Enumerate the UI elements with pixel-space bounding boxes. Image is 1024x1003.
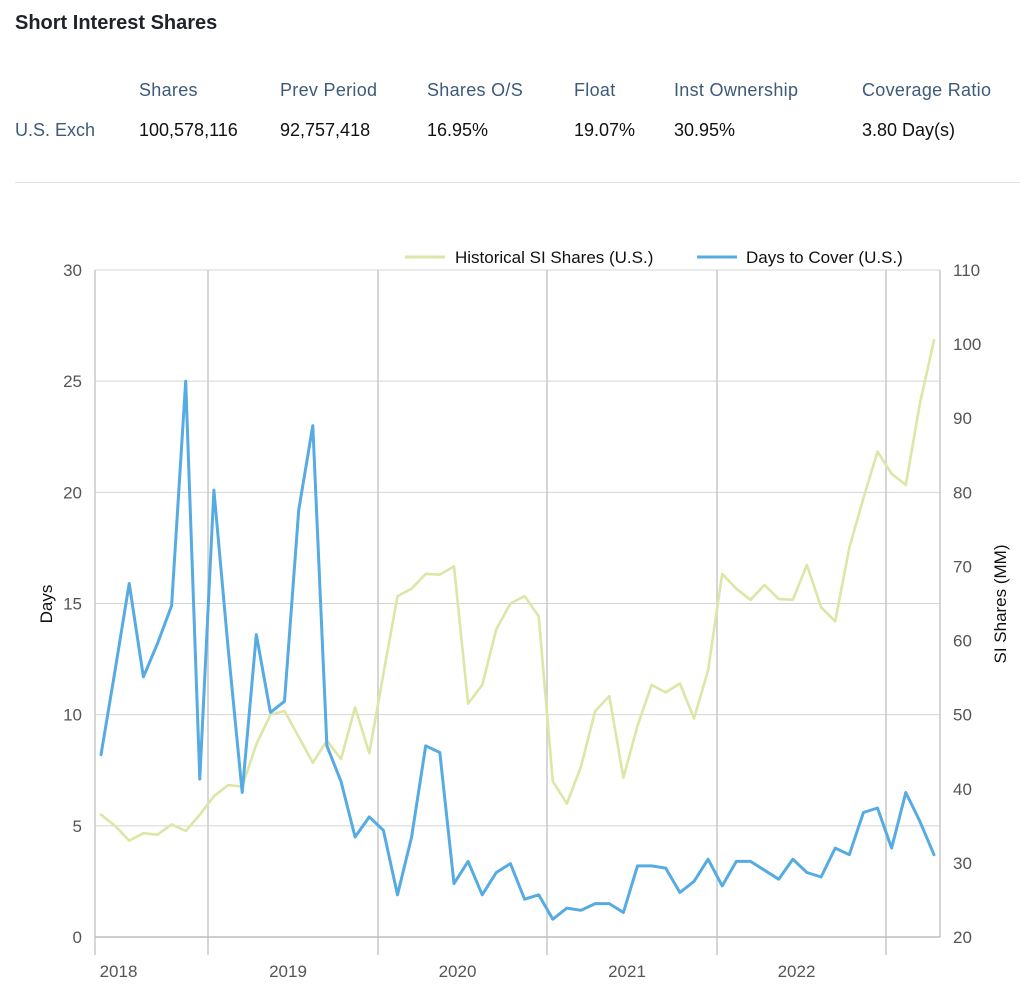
right-tick-label: 100	[953, 335, 981, 354]
chart-axes: 0 5 10 15 20 25 30 20 30 40 50 60 70 80 90 100 110 2018 20…	[63, 261, 981, 981]
col-header-inst-ownership: Inst Ownership	[674, 80, 799, 100]
left-tick-label: 20	[63, 483, 82, 502]
x-tick-label: 2022	[778, 962, 816, 981]
x-tick-label: 2019	[269, 962, 307, 981]
col-header-float: Float	[574, 80, 616, 100]
right-tick-label: 50	[953, 706, 972, 725]
chart-series	[99, 339, 936, 921]
x-tick-label: 2018	[100, 962, 138, 981]
left-tick-label: 15	[63, 595, 82, 614]
value-coverage-ratio: 3.80 Day(s)	[862, 120, 956, 140]
left-tick-label: 10	[63, 706, 82, 725]
section-title: Short Interest Shares	[15, 12, 218, 34]
left-tick-label: 30	[63, 261, 82, 280]
value-inst-ownership: 30.95%	[674, 120, 736, 140]
legend-historical-si-shares-label: Historical SI Shares (U.S.)	[455, 248, 653, 267]
left-tick-label: 25	[63, 372, 82, 391]
right-tick-label: 70	[953, 557, 972, 576]
short-interest-chart: 0 5 10 15 20 25 30 20 30 40 50 60 70 80 90 100 110 2018 20…	[37, 248, 1010, 981]
value-shares: 100,578,116	[139, 120, 238, 140]
row-label-exchange: U.S. Exch	[15, 120, 96, 140]
divider	[15, 182, 1020, 183]
right-tick-label: 80	[953, 483, 972, 502]
right-tick-label: 20	[953, 928, 972, 947]
right-tick-label: 90	[953, 409, 972, 428]
left-tick-label: 0	[73, 928, 82, 947]
short-interest-stats: Short Interest Shares Shares Prev Period…	[0, 0, 1024, 160]
right-tick-label: 30	[953, 854, 972, 873]
left-axis-label: Days	[37, 585, 56, 624]
legend-days-to-cover-label: Days to Cover (U.S.)	[746, 248, 903, 267]
value-shares-os: 16.95%	[427, 120, 489, 140]
x-tick-label: 2020	[439, 962, 477, 981]
series-line-days-to-cover	[99, 379, 936, 921]
chart-grid	[94, 269, 941, 955]
col-header-shares: Shares	[139, 80, 198, 100]
right-tick-label: 60	[953, 632, 972, 651]
col-header-shares-os: Shares O/S	[427, 80, 524, 100]
col-header-prev-period: Prev Period	[280, 80, 378, 100]
col-header-coverage-ratio: Coverage Ratio	[862, 80, 992, 100]
value-float: 19.07%	[574, 120, 636, 140]
value-prev-period: 92,757,418	[280, 120, 371, 140]
chart-legend: Historical SI Shares (U.S.) Days to Cover…	[405, 248, 903, 267]
right-tick-label: 40	[953, 780, 972, 799]
series-line-historical-si-shares	[99, 339, 936, 842]
left-tick-label: 5	[73, 817, 82, 836]
right-axis-label: SI Shares (MM)	[991, 544, 1010, 663]
right-tick-label: 110	[953, 261, 980, 280]
x-tick-label: 2021	[608, 962, 646, 981]
